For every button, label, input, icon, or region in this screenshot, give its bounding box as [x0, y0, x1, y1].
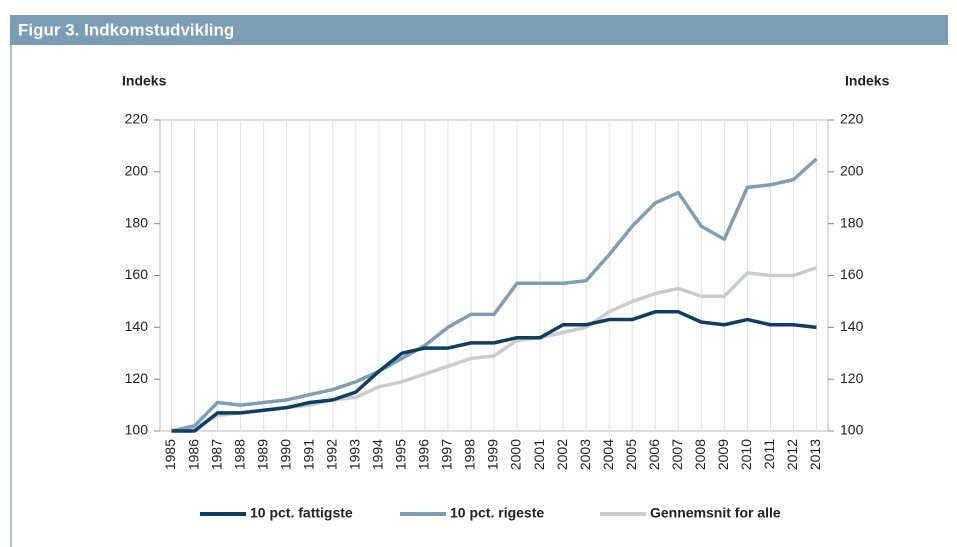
x-tick-label: 2001 [531, 439, 547, 470]
title-banner [10, 15, 948, 45]
x-tick-label: 1996 [416, 439, 432, 470]
x-tick-label: 1994 [370, 439, 386, 470]
y-tick-label: 120 [125, 370, 149, 386]
x-tick-label: 2000 [508, 439, 524, 470]
series-line [171, 310, 817, 433]
x-tick-label: 1986 [185, 439, 201, 470]
x-tick-label: 2002 [554, 439, 570, 470]
x-tick-label: 2005 [623, 439, 639, 470]
y2-tick-label: 140 [840, 318, 864, 334]
x-tick-label: 2004 [600, 439, 616, 470]
x-tick-label: 1992 [323, 439, 339, 470]
chart-title: Figur 3. Indkomstudvikling [18, 20, 234, 39]
x-tick-label: 2008 [692, 439, 708, 470]
x-tick-label: 1997 [439, 439, 455, 470]
y-tick-label: 200 [125, 163, 149, 179]
x-tick-label: 1999 [485, 439, 501, 470]
y-tick-label: 160 [125, 266, 149, 282]
y-tick-label: 180 [125, 214, 149, 230]
y-axis-label: Indeks [122, 73, 167, 89]
y2-tick-label: 160 [840, 266, 864, 282]
y2-tick-label: 100 [840, 422, 864, 438]
legend-label: Gennemsnit for alle [650, 505, 781, 521]
x-tick-label: 1990 [277, 439, 293, 470]
y-tick-label: 100 [125, 422, 149, 438]
x-tick-label: 1988 [231, 439, 247, 470]
x-tick-label: 2010 [738, 439, 754, 470]
y-tick-label: 140 [125, 318, 149, 334]
x-tick-label: 1985 [162, 439, 178, 470]
x-tick-label: 1998 [462, 439, 478, 470]
y-tick-label: 220 [125, 111, 149, 127]
series-line [171, 157, 818, 433]
x-tick-label: 1989 [254, 439, 270, 470]
x-tick-label: 1993 [346, 439, 362, 470]
x-tick-label: 2013 [807, 439, 823, 470]
x-tick-label: 2012 [784, 439, 800, 470]
x-tick-label: 2003 [577, 439, 593, 470]
y2-tick-label: 220 [840, 111, 864, 127]
x-tick-label: 1995 [393, 439, 409, 470]
x-tick-label: 2006 [646, 439, 662, 470]
y2-tick-label: 180 [840, 214, 864, 230]
x-tick-label: 2007 [669, 439, 685, 470]
x-tick-label: 2009 [715, 439, 731, 470]
legend-label: 10 pct. rigeste [450, 505, 544, 521]
x-tick-label: 1991 [300, 439, 316, 470]
y2-tick-label: 200 [840, 163, 864, 179]
x-tick-label: 1987 [208, 439, 224, 470]
legend-label: 10 pct. fattigste [250, 505, 353, 521]
x-tick-label: 2011 [761, 439, 777, 469]
y2-axis-label: Indeks [845, 73, 890, 89]
y2-tick-label: 120 [840, 370, 864, 386]
